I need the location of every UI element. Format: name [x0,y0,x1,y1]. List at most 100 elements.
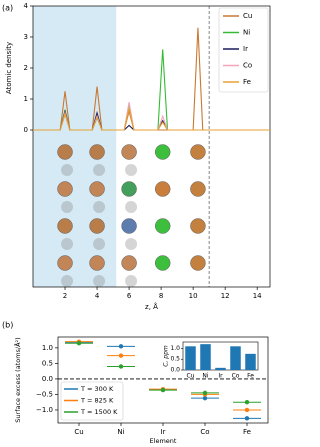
point [244,407,250,413]
legend-label: Cu [243,12,252,20]
y-tick-label: 3 [24,33,28,41]
legend-label: Co [243,62,252,70]
point [76,341,82,346]
legend-label: Ir [243,45,248,53]
y-tick-label: 0.5 [42,359,53,367]
atom [61,164,74,176]
y-axis-label: Surface excess (atoms/Å²) [13,337,22,422]
x-tick-label: Ni [202,373,208,380]
x-axis-label: Element [150,437,177,445]
atom [154,144,171,160]
legend-label: T = 300 K [80,385,114,393]
legend-box [60,381,124,421]
legend-label: Fe [243,78,251,86]
legend: T = 300 K T = 825 K T = 1500 K [60,381,124,421]
atom [57,181,73,197]
y-tick-label: 1.0 [170,345,180,352]
atom [61,275,74,287]
x-tick-label: 14 [253,292,262,300]
y-axis-label: C, ppm [163,345,170,367]
y-tick-label: 0.0 [170,367,180,374]
bar [230,346,241,370]
atom [121,218,137,234]
point [244,399,250,405]
x-axis-label: z, Å [145,302,158,311]
y-tick-label: −0.5 [36,390,53,398]
x-tick-label: Co [232,373,240,380]
atom [93,238,106,250]
x-tick-label: Fe [247,373,254,380]
x-tick-label: 12 [221,292,230,300]
point [118,353,124,358]
x-tick-label: Fe [243,428,251,436]
x-tick-label: Co [200,428,209,436]
atom [61,201,74,213]
x-tick-label: 2 [63,292,67,300]
atom [93,275,106,287]
y-axis-label: Atomic density [5,42,13,94]
bar [245,353,256,370]
legend-box [218,7,269,93]
y-tick-label: 4 [24,2,29,10]
panel-label: (a) [2,4,13,13]
density-line [33,108,270,131]
atom [154,218,171,234]
legend: Cu Ni Ir Co Fe [218,7,269,93]
x-tick-label: Cu [74,428,83,436]
atom [121,181,137,197]
y-tick-label: 0.0 [42,375,53,383]
legend-label: T = 825 K [80,397,114,405]
atom [93,201,106,213]
point [118,364,124,369]
atom [154,255,171,271]
atom [121,255,137,271]
bar [200,344,211,370]
atom [154,181,171,197]
atomic-structure [57,144,206,287]
x-tick-label: 4 [95,292,100,300]
atom [89,144,105,160]
x-tick-label: 8 [159,292,163,300]
atom [121,144,137,160]
atom [125,238,138,250]
density-line [33,27,270,131]
atom [190,218,206,234]
x-tick-label: 6 [127,292,132,300]
bar [215,367,226,370]
atom [61,238,74,250]
point [244,416,250,421]
atom [125,201,138,213]
atom [190,181,206,197]
atom [57,255,73,271]
bar [185,346,196,370]
atom [125,275,138,287]
atom [89,218,105,234]
atom [89,255,105,271]
atom [57,144,73,160]
atom [190,255,206,271]
atom [57,218,73,234]
legend-label: Ni [243,29,250,37]
point [202,390,208,396]
x-tick-label: Cu [187,373,195,380]
point [202,395,208,401]
y-tick-label: −1.0 [36,406,53,414]
y-tick-label: 2 [24,64,28,72]
x-tick-label: Ir [161,428,166,436]
x-tick-label: Ni [117,428,124,436]
y-tick-label: 0 [24,126,28,134]
legend-label: T = 1500 K [80,408,118,416]
atom [125,164,138,176]
axes-frame [32,5,271,288]
atom [93,164,106,176]
atom [190,144,206,160]
point [118,344,124,349]
y-tick-label: 0.5 [170,356,180,363]
y-tick-label: 1.0 [42,344,53,352]
y-tick-label: 1 [24,95,28,103]
point [160,387,166,393]
atom [89,181,105,197]
panel-label: (b) [2,321,13,330]
x-tick-label: Ir [218,373,223,380]
x-tick-label: 10 [189,292,198,300]
